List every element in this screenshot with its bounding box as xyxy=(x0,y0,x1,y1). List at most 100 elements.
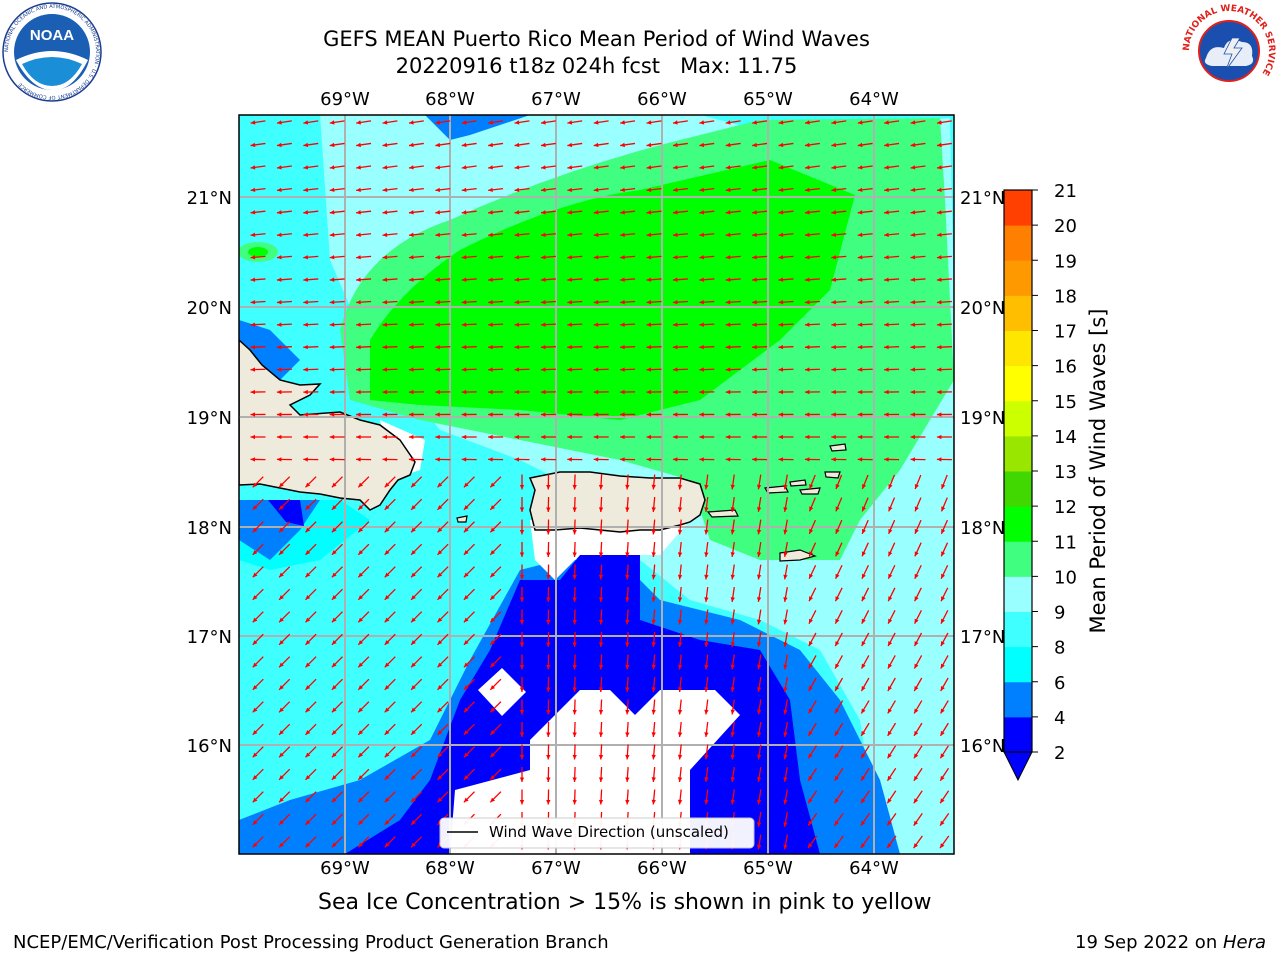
wave-direction-arrow xyxy=(489,723,502,736)
wave-direction-arrow xyxy=(410,656,423,668)
wave-direction-arrow xyxy=(835,519,843,535)
wave-direction-arrow xyxy=(437,543,449,556)
wave-direction-arrow xyxy=(384,498,396,511)
wave-direction-arrow xyxy=(305,746,317,758)
wave-direction-arrow xyxy=(910,367,926,372)
wave-direction-arrow xyxy=(410,588,423,601)
wave-direction-arrow xyxy=(305,521,317,533)
wave-direction-arrow xyxy=(857,255,873,260)
wave-direction-arrow xyxy=(572,564,577,580)
wave-direction-arrow xyxy=(860,700,870,714)
wave-direction-arrow xyxy=(884,322,900,327)
wave-direction-arrow xyxy=(488,142,504,148)
wave-direction-arrow xyxy=(725,142,741,148)
colorbar-segment xyxy=(1004,716,1032,753)
wave-direction-arrow xyxy=(567,165,583,170)
wave-direction-arrow xyxy=(860,722,870,737)
wave-direction-arrow xyxy=(725,187,741,193)
wave-direction-arrow xyxy=(408,277,424,282)
wave-direction-arrow xyxy=(860,835,871,849)
wave-direction-arrow xyxy=(488,344,504,350)
wave-direction-arrow xyxy=(408,142,424,148)
wave-direction-arrow xyxy=(461,367,477,372)
wave-direction-arrow xyxy=(489,566,502,578)
wave-direction-arrow xyxy=(357,611,370,623)
wave-direction-arrow xyxy=(356,322,372,327)
wave-direction-arrow xyxy=(884,389,900,395)
wave-direction-arrow xyxy=(489,633,502,646)
wave-direction-arrow xyxy=(356,165,372,170)
wave-direction-arrow xyxy=(382,120,398,125)
wave-direction-arrow xyxy=(910,344,926,350)
wave-direction-arrow xyxy=(756,744,762,760)
wave-direction-arrow xyxy=(913,767,923,782)
wave-direction-arrow xyxy=(857,367,873,372)
wave-direction-arrow xyxy=(382,142,398,148)
wave-direction-arrow xyxy=(463,656,475,668)
lat-label-right: 18°N xyxy=(960,518,1005,539)
wave-direction-arrow xyxy=(252,746,264,758)
wave-direction-arrow xyxy=(461,389,477,395)
wave-direction-arrow xyxy=(357,498,370,511)
wave-direction-arrow xyxy=(677,699,683,715)
wave-direction-arrow xyxy=(936,457,952,462)
wave-direction-arrow xyxy=(699,412,715,417)
wave-direction-arrow xyxy=(514,210,530,215)
wave-direction-arrow xyxy=(831,300,847,305)
wave-direction-arrow xyxy=(833,812,844,827)
wave-direction-arrow xyxy=(276,232,292,237)
wave-direction-arrow xyxy=(936,367,952,372)
wave-direction-arrow xyxy=(860,745,870,759)
wave-direction-arrow xyxy=(804,232,820,237)
lat-label-right: 16°N xyxy=(960,736,1005,757)
wave-direction-arrow xyxy=(593,344,609,350)
wave-direction-arrow xyxy=(303,344,319,350)
wave-direction-arrow xyxy=(704,541,709,558)
wave-direction-arrow xyxy=(252,791,264,803)
wave-direction-arrow xyxy=(778,277,794,282)
wave-direction-arrow xyxy=(756,654,762,670)
wave-direction-arrow xyxy=(572,766,577,783)
wave-direction-arrow xyxy=(756,541,762,558)
wave-direction-arrow xyxy=(489,521,502,533)
wave-direction-arrow xyxy=(572,474,577,490)
wave-direction-arrow xyxy=(756,631,762,648)
wave-direction-arrow xyxy=(756,811,762,828)
wave-direction-arrow xyxy=(593,142,609,148)
wave-direction-arrow xyxy=(835,497,843,512)
wave-direction-arrow xyxy=(620,434,636,440)
wave-direction-arrow xyxy=(704,474,709,490)
wave-direction-arrow xyxy=(250,187,266,193)
wave-direction-arrow xyxy=(677,564,683,580)
wave-direction-arrow xyxy=(489,476,502,488)
wave-direction-arrow xyxy=(651,744,656,760)
wave-direction-arrow xyxy=(329,120,345,125)
wave-direction-arrow xyxy=(808,610,817,624)
wave-direction-arrow xyxy=(463,746,475,758)
virgin-islands-land xyxy=(763,443,847,495)
wave-direction-arrow xyxy=(783,767,788,782)
wave-direction-arrow xyxy=(593,187,609,193)
wave-direction-arrow xyxy=(567,457,583,462)
wave-direction-arrow xyxy=(939,722,949,737)
wave-direction-arrow xyxy=(940,700,949,714)
wave-direction-arrow xyxy=(884,142,900,148)
wave-direction-arrow xyxy=(910,142,926,148)
colorbar-extend-triangle xyxy=(1003,751,1033,782)
wave-direction-arrow xyxy=(382,389,398,395)
wave-direction-arrow xyxy=(514,277,530,282)
wave-period-field-10-11 xyxy=(370,160,855,420)
wave-direction-arrow xyxy=(625,699,630,715)
wave-direction-arrow xyxy=(861,542,869,557)
wave-direction-arrow xyxy=(546,564,551,580)
wave-direction-arrow xyxy=(250,412,266,417)
wave-direction-arrow xyxy=(437,498,449,511)
wave-direction-arrow xyxy=(331,476,343,488)
wave-direction-arrow xyxy=(305,588,317,601)
wave-direction-arrow xyxy=(384,566,396,578)
wave-direction-arrow xyxy=(382,367,398,372)
wave-direction-arrow xyxy=(808,519,817,535)
wave-direction-arrow xyxy=(808,542,817,557)
wave-direction-arrow xyxy=(329,142,345,148)
wave-direction-arrow xyxy=(783,834,788,850)
